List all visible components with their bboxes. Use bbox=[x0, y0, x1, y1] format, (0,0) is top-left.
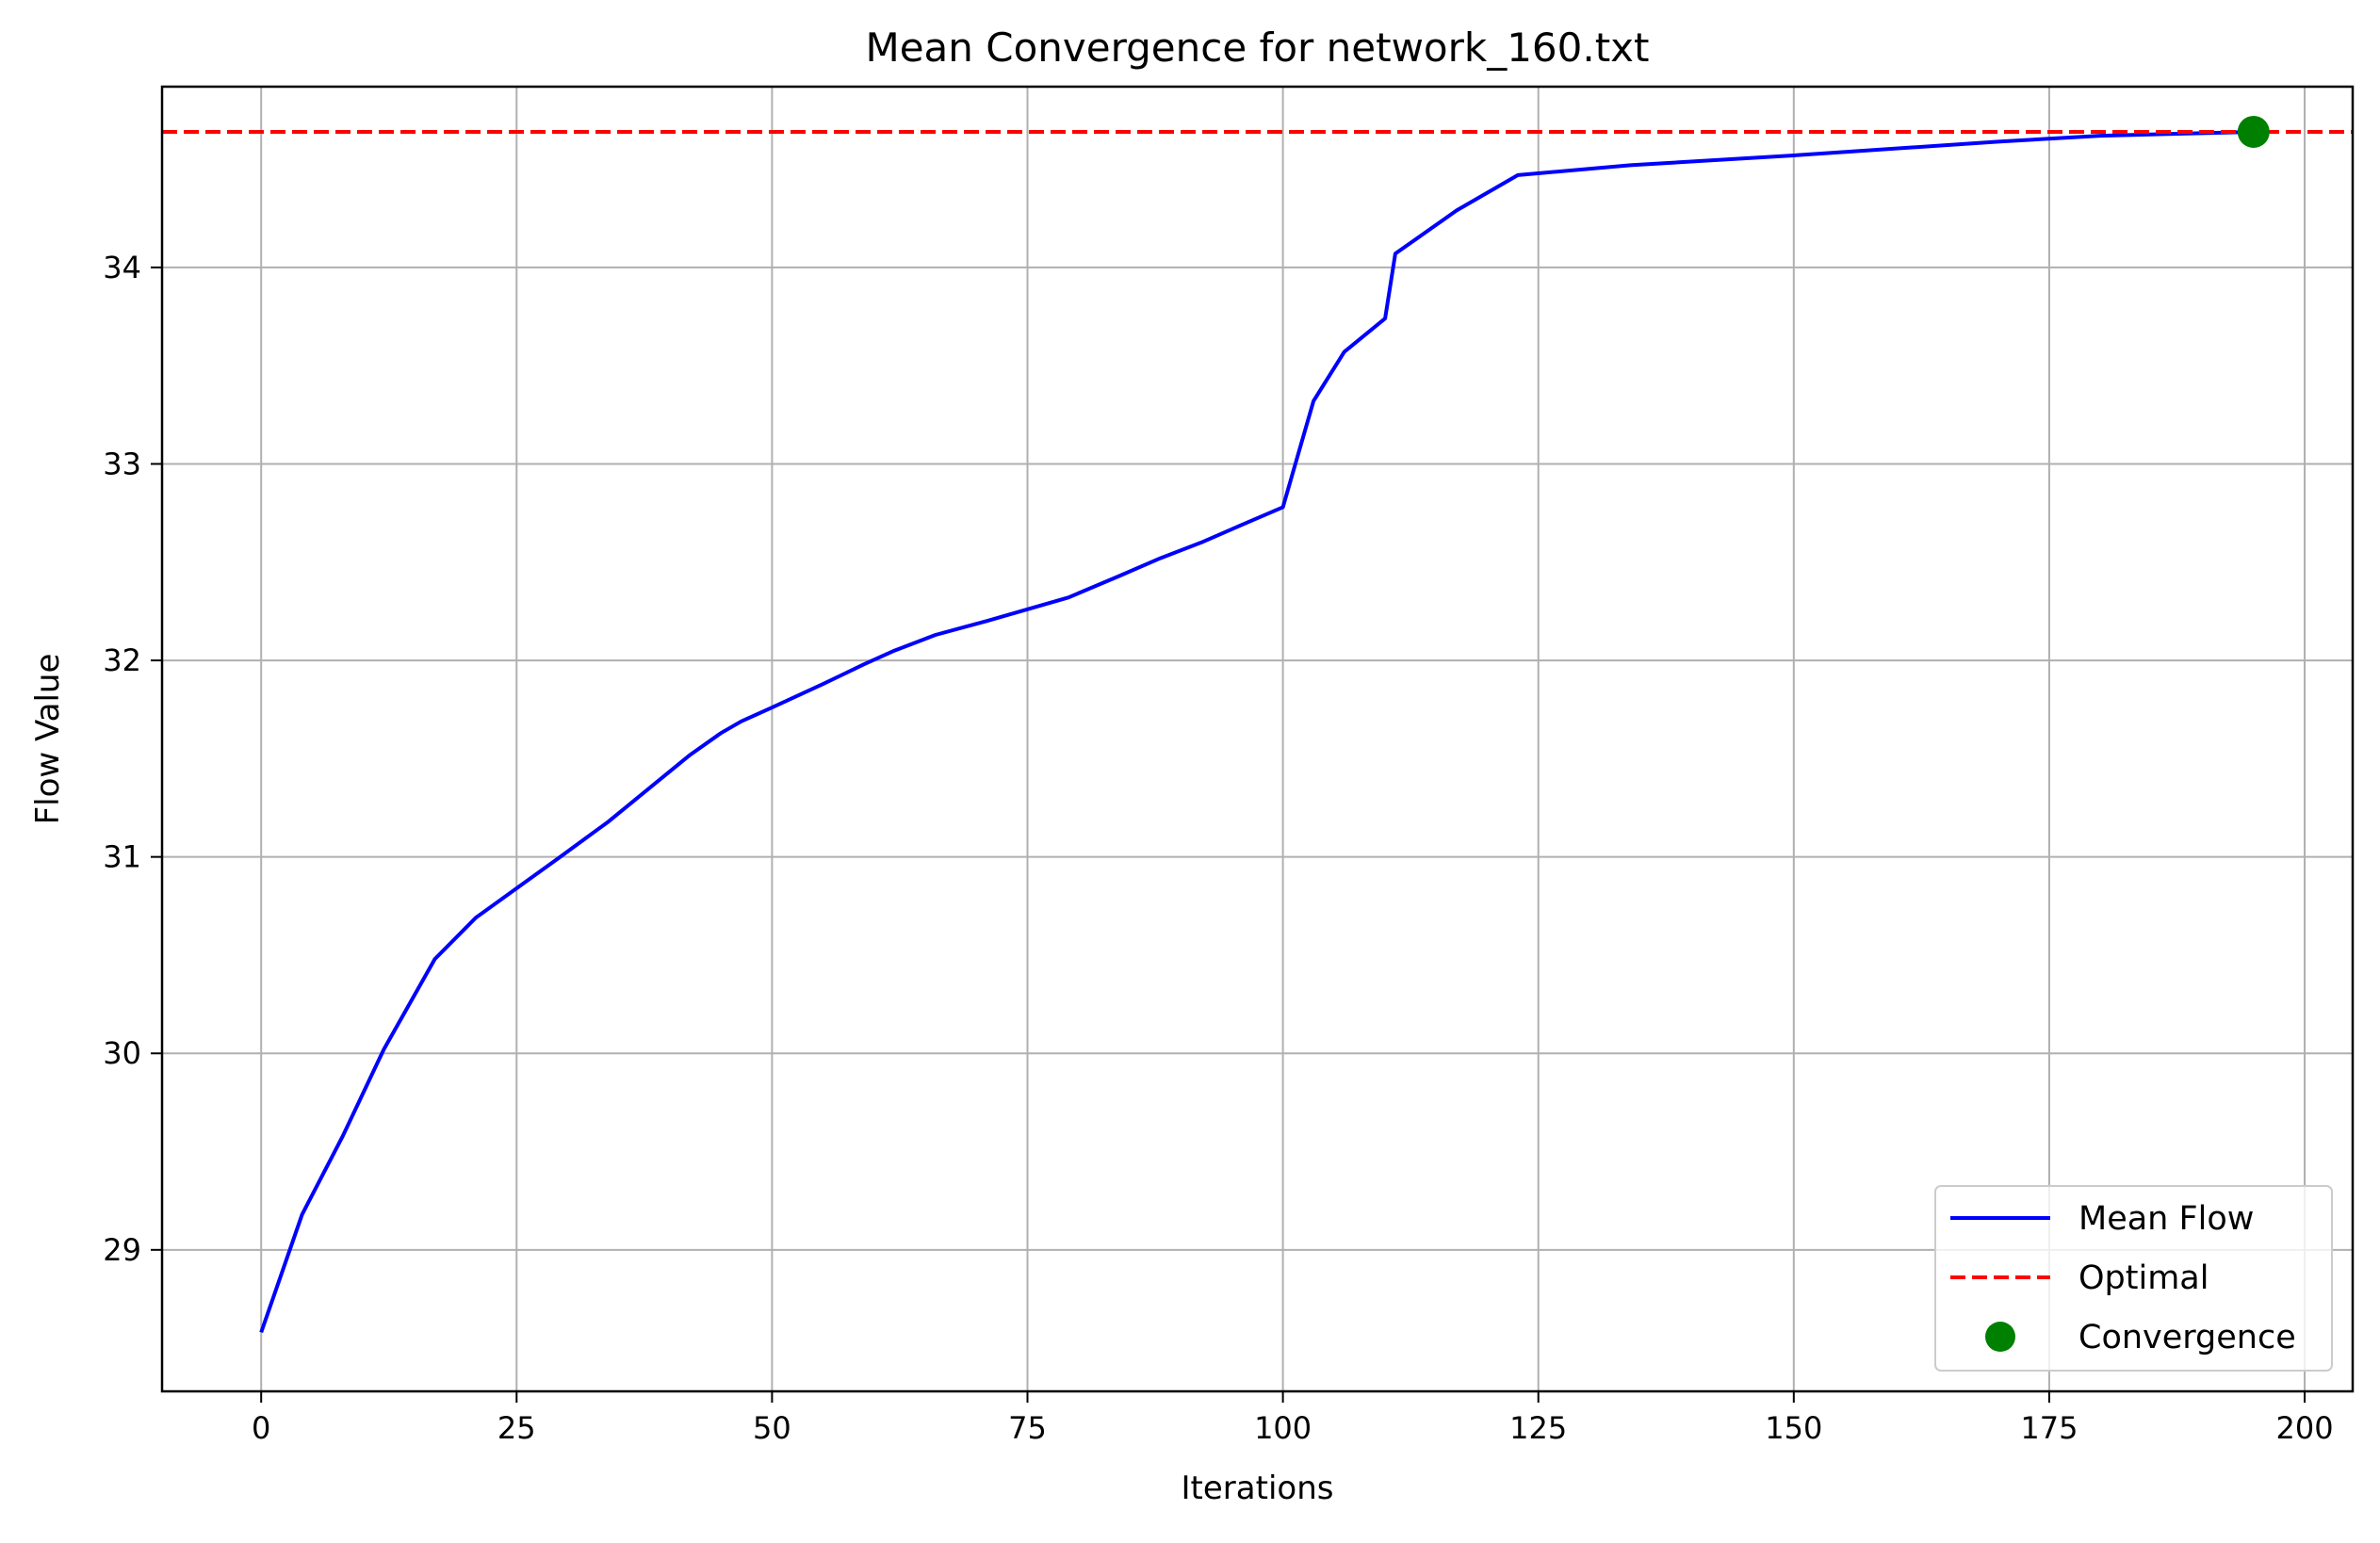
mean-flow-line bbox=[259, 130, 2254, 1334]
legend-label: Optimal bbox=[2078, 1259, 2209, 1297]
y-axis-label: Flow Value bbox=[29, 654, 67, 825]
ticks: 0 25 50 75 100 125 150 175 200 29 30 31 32 33 34 bbox=[103, 250, 2333, 1446]
x-tick-label: 125 bbox=[1509, 1410, 1567, 1446]
legend-label: Convergence bbox=[2078, 1319, 2296, 1356]
legend: Mean Flow Optimal Convergence bbox=[1934, 1185, 2333, 1372]
x-tick-label: 175 bbox=[2020, 1410, 2078, 1446]
axes-frame bbox=[160, 85, 2355, 1393]
convergence-point bbox=[2237, 115, 2270, 148]
x-tick-label: 25 bbox=[497, 1410, 536, 1446]
plot-content bbox=[162, 115, 2353, 1334]
y-tick-label: 32 bbox=[103, 642, 141, 678]
x-tick-label: 150 bbox=[1765, 1410, 1822, 1446]
y-tick-label: 30 bbox=[103, 1035, 141, 1071]
legend-key-convergence bbox=[1985, 1322, 2015, 1352]
y-tick-label: 33 bbox=[103, 446, 141, 481]
x-tick-label: 75 bbox=[1008, 1410, 1047, 1446]
y-tick-label: 29 bbox=[103, 1232, 141, 1268]
y-tick-label: 31 bbox=[103, 839, 141, 875]
x-tick-label: 50 bbox=[753, 1410, 791, 1446]
chart-title: Mean Convergence for network_160.txt bbox=[865, 24, 1649, 71]
x-tick-label: 200 bbox=[2275, 1410, 2333, 1446]
x-tick-label: 100 bbox=[1254, 1410, 1312, 1446]
x-tick-label: 0 bbox=[252, 1410, 270, 1446]
legend-box bbox=[1934, 1185, 2333, 1372]
y-tick-label: 34 bbox=[103, 250, 141, 285]
x-axis-label: Iterations bbox=[1182, 1470, 1334, 1507]
legend-label: Mean Flow bbox=[2078, 1200, 2254, 1238]
